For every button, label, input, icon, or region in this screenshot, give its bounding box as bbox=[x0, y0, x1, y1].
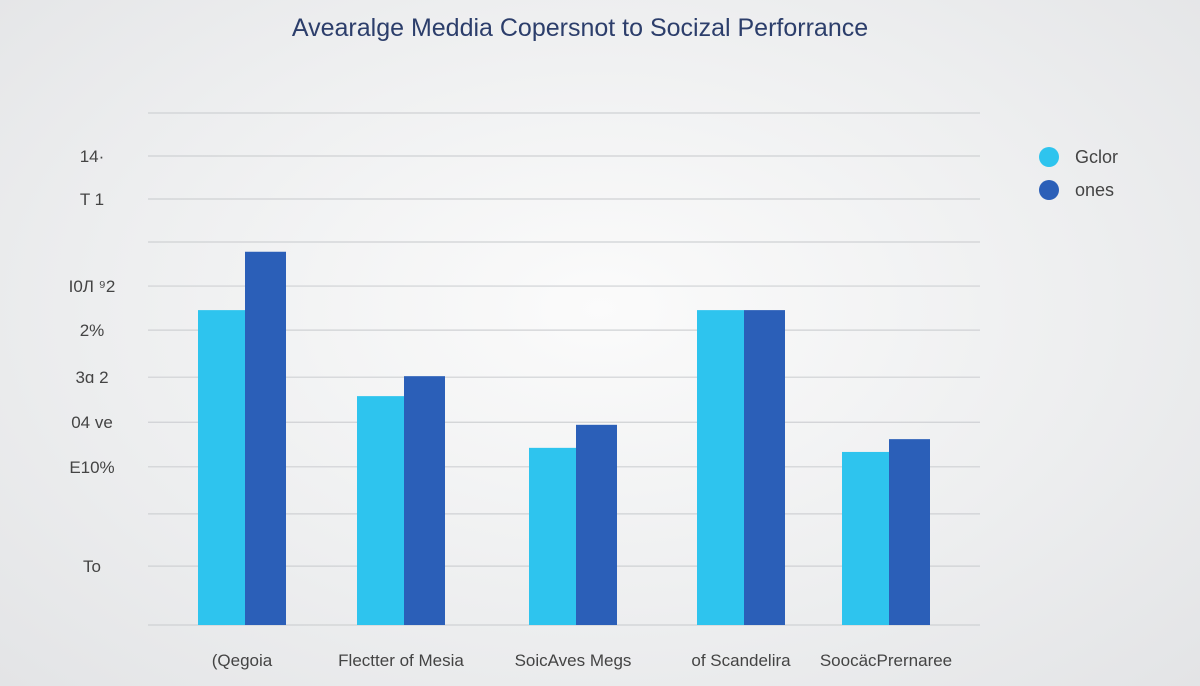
x-tick-label: (Qegoia bbox=[212, 651, 273, 670]
y-tick-label: 14· bbox=[80, 147, 105, 166]
y-tick-label: E10% bbox=[69, 458, 114, 477]
chart-title: Avearalge Meddia Copersnot to Socizal Pe… bbox=[291, 14, 869, 42]
bar-light bbox=[198, 310, 245, 625]
legend-marker bbox=[1039, 180, 1059, 200]
legend-label: Gclor bbox=[1075, 147, 1118, 167]
bar-light bbox=[697, 310, 744, 625]
legend-marker bbox=[1039, 147, 1059, 167]
bar-light bbox=[529, 447, 576, 625]
bar-dark bbox=[404, 376, 445, 625]
legend-label: ones bbox=[1075, 180, 1114, 200]
bar-dark bbox=[889, 439, 930, 625]
bar-light bbox=[842, 451, 889, 625]
y-tick-label: I0Л ⁹2 bbox=[69, 277, 116, 296]
x-tick-label: SoocäcPrernaree bbox=[820, 651, 952, 670]
y-tick-label: 3ɑ 2 bbox=[75, 368, 108, 387]
x-tick-label: of Scandelira bbox=[691, 651, 791, 670]
y-tick-label: T 1 bbox=[80, 190, 104, 209]
y-tick-label: To bbox=[83, 557, 101, 576]
x-tick-label: Flectter of Mesia bbox=[338, 651, 464, 670]
bar-dark bbox=[576, 424, 617, 625]
y-tick-label: 04 ve bbox=[71, 413, 113, 432]
x-tick-label: SoicAves Megs bbox=[515, 651, 632, 670]
bar-dark bbox=[744, 310, 785, 625]
y-tick-label: 2% bbox=[80, 321, 105, 340]
bar-light bbox=[357, 396, 404, 625]
bar-dark bbox=[245, 251, 286, 625]
